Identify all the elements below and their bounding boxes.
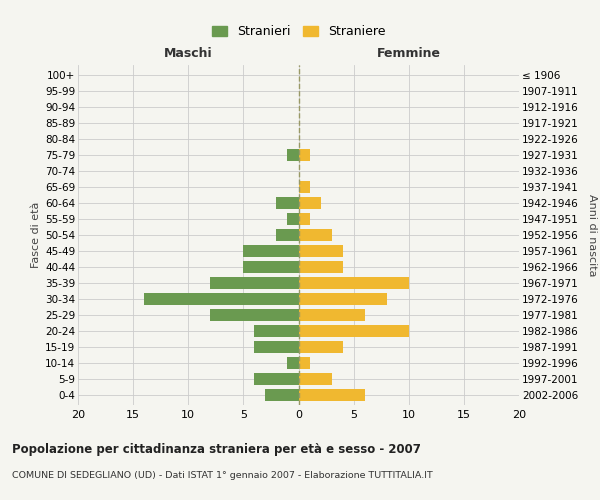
Bar [299,390,365,402]
Bar [211,277,299,289]
Text: Femmine: Femmine [377,47,441,60]
Bar [299,374,332,386]
Y-axis label: Anni di nascita: Anni di nascita [587,194,596,276]
Bar [299,358,310,370]
Bar [277,197,299,209]
Bar [265,390,299,402]
Bar [144,293,299,305]
Bar [287,213,299,225]
Bar [299,245,343,257]
Bar [299,197,320,209]
Legend: Stranieri, Straniere: Stranieri, Straniere [207,20,390,44]
Bar [299,181,310,193]
Bar [299,341,343,353]
Bar [299,229,332,241]
Bar [277,229,299,241]
Bar [244,245,299,257]
Bar [244,261,299,273]
Bar [299,325,409,337]
Text: COMUNE DI SEDEGLIANO (UD) - Dati ISTAT 1° gennaio 2007 - Elaborazione TUTTITALIA: COMUNE DI SEDEGLIANO (UD) - Dati ISTAT 1… [12,471,433,480]
Bar [299,261,343,273]
Bar [299,293,387,305]
Bar [287,149,299,161]
Text: Popolazione per cittadinanza straniera per età e sesso - 2007: Popolazione per cittadinanza straniera p… [12,442,421,456]
Bar [299,149,310,161]
Bar [254,374,299,386]
Bar [299,309,365,321]
Bar [299,277,409,289]
Y-axis label: Fasce di età: Fasce di età [31,202,41,268]
Bar [211,309,299,321]
Bar [299,213,310,225]
Bar [254,341,299,353]
Bar [287,358,299,370]
Text: Maschi: Maschi [164,47,212,60]
Bar [254,325,299,337]
